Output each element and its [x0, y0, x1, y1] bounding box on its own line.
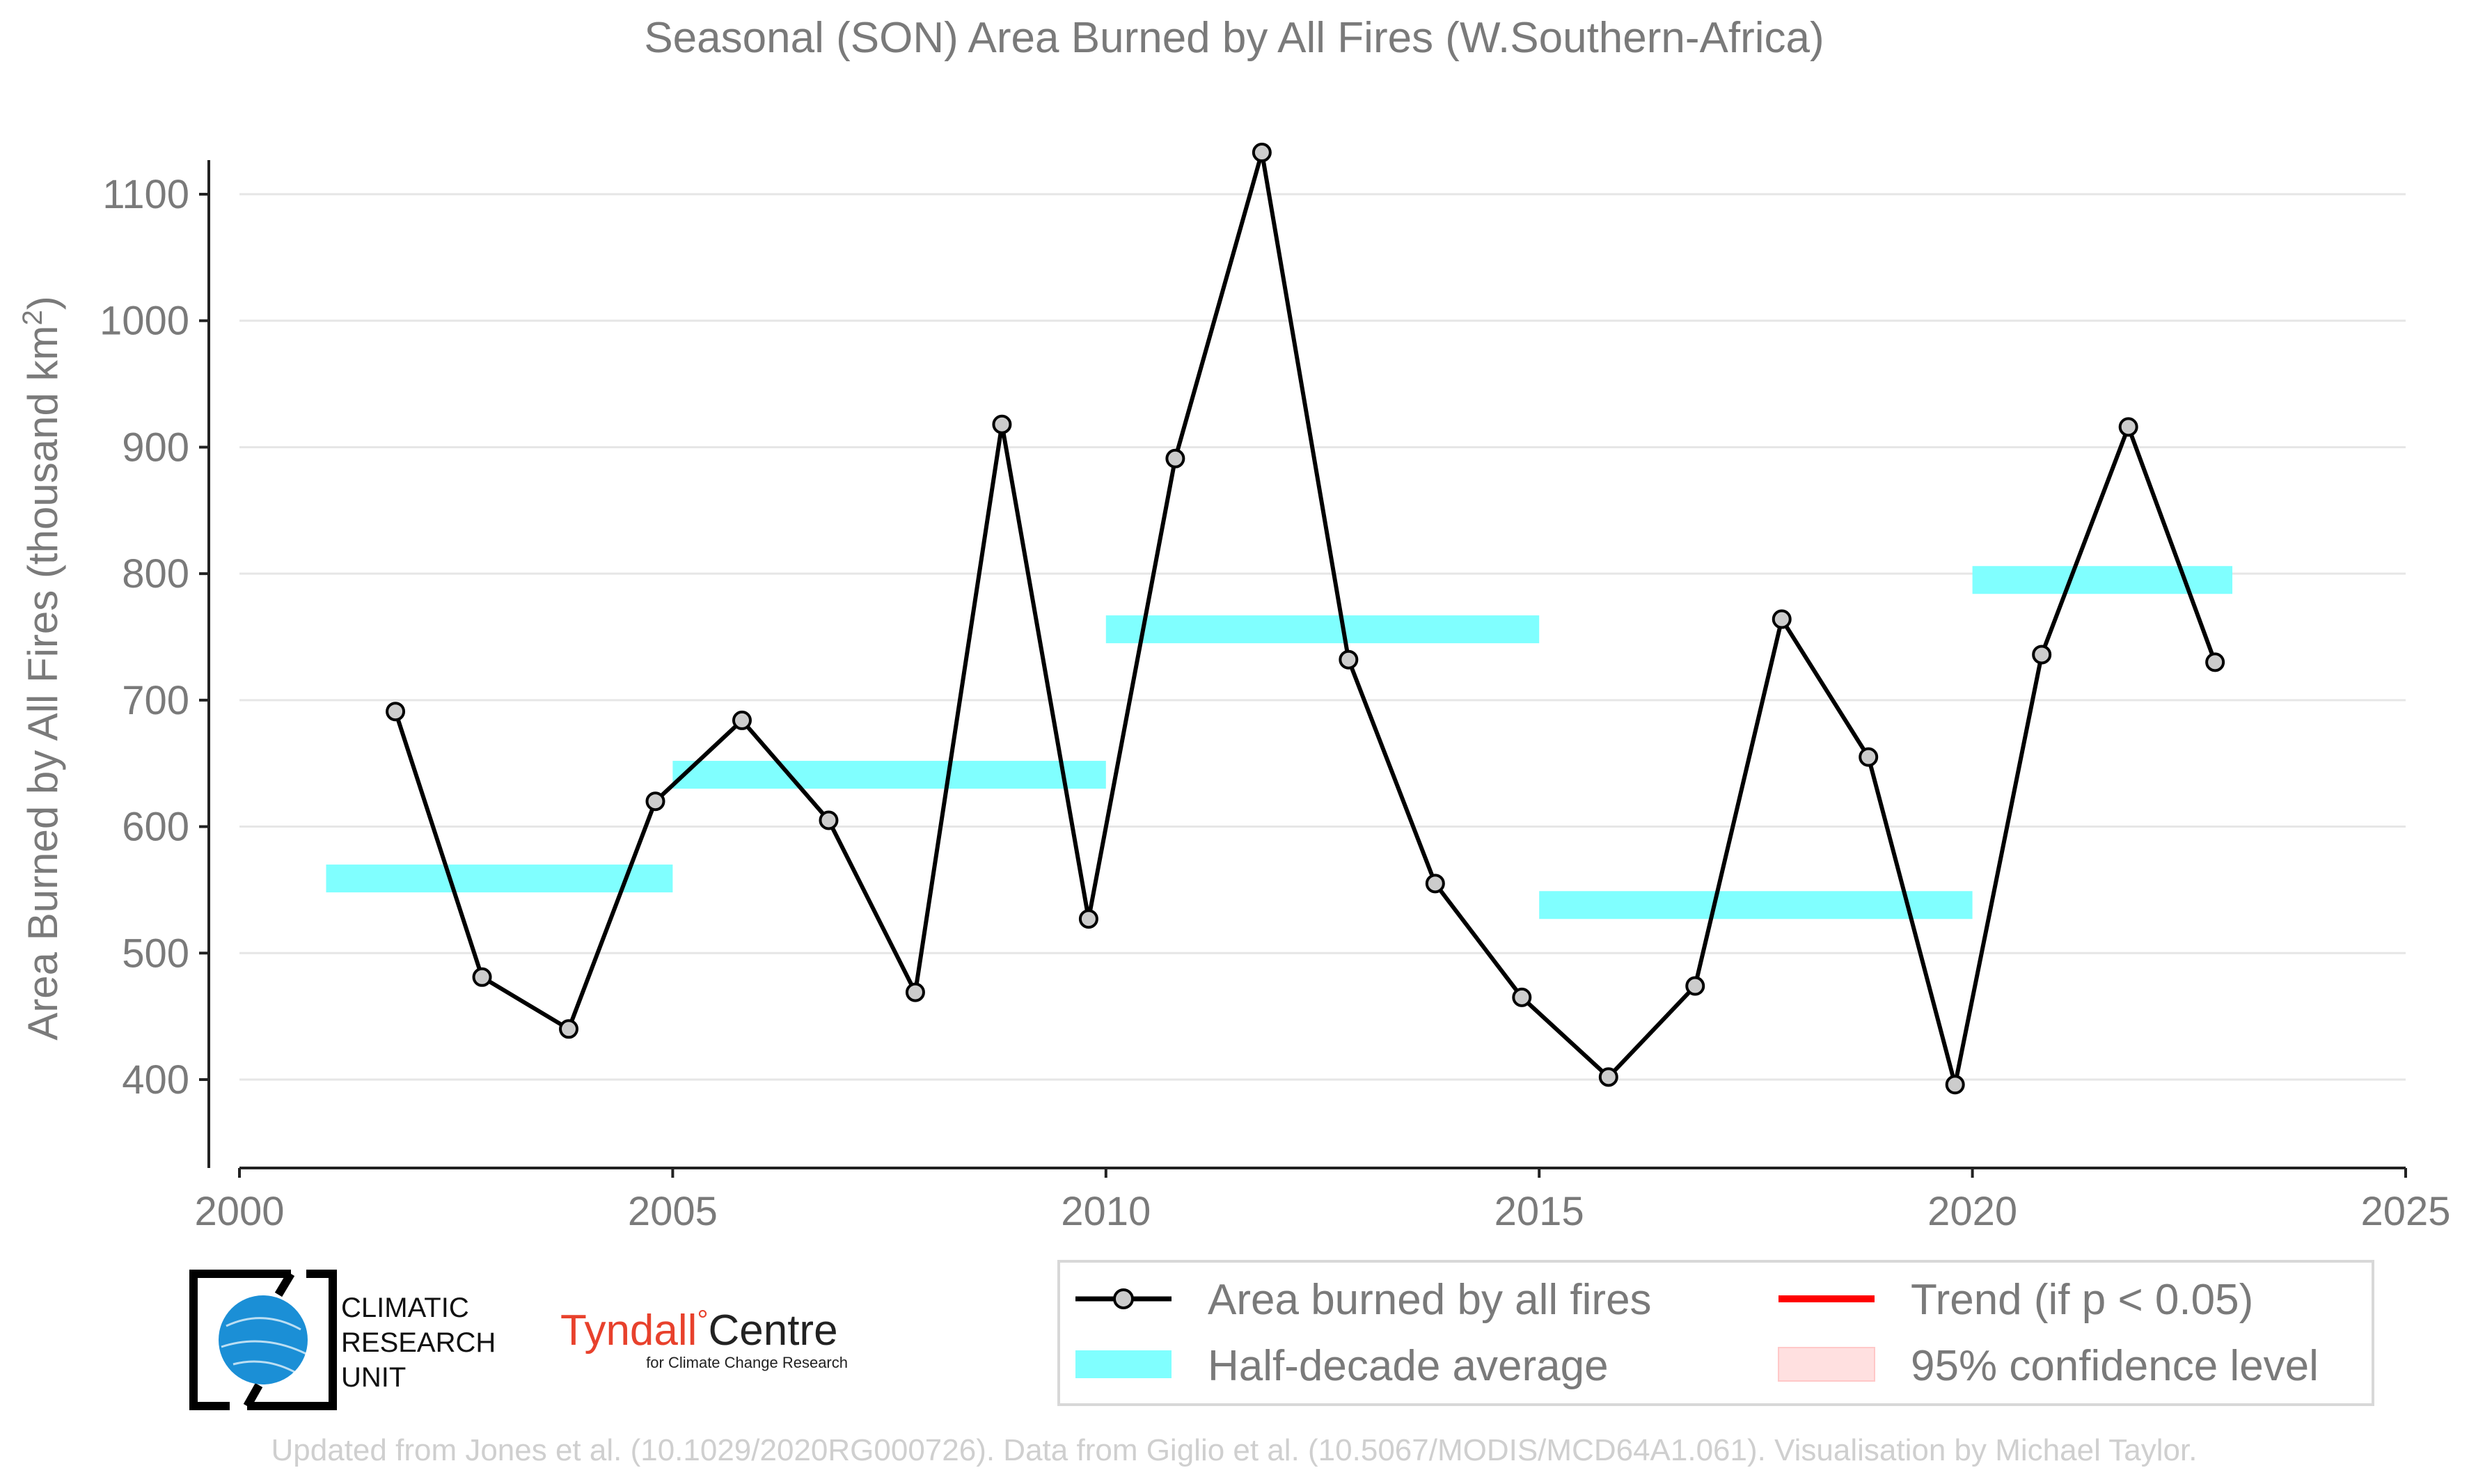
y-tick-label-400: 400	[122, 1057, 189, 1103]
y-axis-label-main: Area Burned by All Fires (thousand km	[19, 326, 66, 1041]
data-point-21	[2205, 652, 2225, 672]
tyndall-logo: Tyndall°Centre for Climate Change Resear…	[560, 1305, 848, 1371]
data-point-8	[1078, 909, 1098, 929]
y-tick-label-1100: 1100	[102, 172, 189, 217]
data-point-14	[1598, 1067, 1618, 1087]
tyndall-logo-centre: Centre	[708, 1307, 837, 1355]
data-point-9	[1165, 448, 1185, 468]
y-tick-label-900: 900	[122, 425, 189, 470]
tyndall-logo-subtitle: for Climate Change Research	[646, 1354, 848, 1371]
y-axis-label-close: )	[19, 296, 66, 310]
y-axis-ticks: 400 500 600 700 800 900 1000 1100	[100, 172, 209, 1103]
data-point-0	[386, 702, 406, 722]
y-tick-label-500: 500	[122, 931, 189, 976]
legend-swatch-confidence	[1778, 1347, 1875, 1382]
x-tick-label-2000: 2000	[194, 1189, 284, 1234]
cru-logo: CLIMATIC RESEARCH UNIT	[189, 1270, 496, 1410]
half-decade-band-3	[1539, 891, 1973, 919]
legend: Area burned by all fires Trend (if p < 0…	[1057, 1260, 2374, 1406]
data-point-11	[1339, 649, 1359, 670]
data-point-17	[1859, 747, 1879, 767]
legend-swatch-marker	[1113, 1288, 1134, 1309]
x-tick-label-2005: 2005	[628, 1189, 718, 1234]
x-tick-label-2015: 2015	[1494, 1189, 1584, 1234]
y-axis-label-superscript: 2	[17, 310, 48, 325]
data-point-2	[559, 1019, 579, 1039]
legend-label-area-burned: Area burned by all fires	[1208, 1276, 1652, 1324]
tyndall-logo-degree: °	[697, 1305, 708, 1336]
data-point-4	[732, 710, 752, 730]
data-point-16	[1772, 609, 1792, 629]
half-decade-band-0	[326, 865, 673, 893]
data-point-12	[1425, 874, 1445, 894]
data-point-19	[2032, 645, 2052, 665]
x-tick-label-2010: 2010	[1061, 1189, 1151, 1234]
y-tick-label-1000: 1000	[100, 299, 189, 344]
half-decade-band-2	[1105, 615, 1540, 644]
data-point-1	[472, 967, 492, 987]
data-point-15	[1685, 976, 1705, 996]
x-axis-ticks: 2000 2005 2010 2015 2020 2025	[194, 1168, 2451, 1234]
x-tick-label-2025: 2025	[2360, 1189, 2450, 1234]
cru-logo-line-2: RESEARCH	[341, 1327, 496, 1358]
data-point-18	[1945, 1075, 1965, 1095]
cru-logo-line-3: UNIT	[341, 1362, 406, 1393]
legend-label-confidence: 95% confidence level	[1911, 1342, 2319, 1390]
cru-logo-line-1: CLIMATIC	[341, 1293, 469, 1323]
y-tick-label-600: 600	[122, 805, 189, 850]
data-point-3	[645, 791, 665, 812]
legend-swatch-half-decade	[1075, 1350, 1172, 1378]
legend-box	[1057, 1260, 2374, 1406]
legend-label-half-decade: Half-decade average	[1208, 1342, 1609, 1390]
half-decade-band-4	[1972, 566, 2233, 594]
tyndall-logo-name: Tyndall	[560, 1307, 697, 1355]
gridlines	[239, 193, 2406, 1081]
data-point-7	[992, 414, 1012, 434]
y-tick-label-700: 700	[122, 678, 189, 723]
footer-credits: Updated from Jones et al. (10.1029/2020R…	[271, 1433, 2198, 1467]
y-tick-label-800: 800	[122, 551, 189, 597]
legend-label-trend: Trend (if p < 0.05)	[1911, 1276, 2253, 1324]
series-area-burned	[386, 143, 2225, 1095]
half-decade-band-1	[672, 761, 1106, 789]
data-point-20	[2118, 417, 2138, 437]
y-axis-label: Area Burned by All Fires (thousand km2)	[17, 296, 66, 1040]
data-point-5	[819, 810, 839, 830]
tyndall-logo-wordmark: Tyndall°Centre	[560, 1305, 838, 1355]
chart-title: Seasonal (SON) Area Burned by All Fires …	[644, 14, 1824, 62]
data-point-13	[1512, 987, 1532, 1007]
x-tick-label-2020: 2020	[1927, 1189, 2017, 1234]
half-decade-bands	[326, 566, 2233, 919]
series-line	[393, 150, 2217, 1087]
data-point-6	[905, 982, 925, 1002]
data-point-10	[1252, 143, 1272, 163]
